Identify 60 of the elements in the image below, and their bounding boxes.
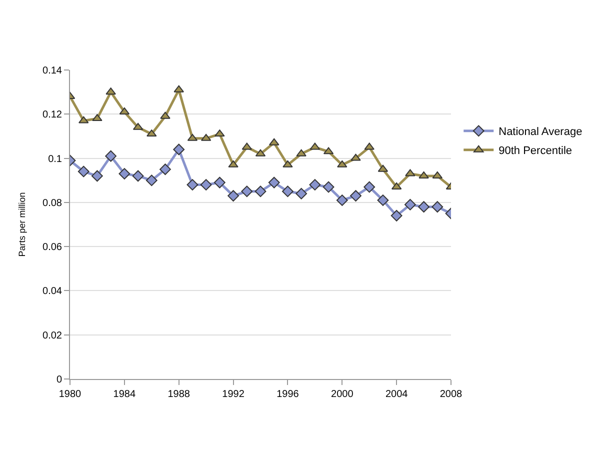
x-tick-label: 2000 xyxy=(331,389,354,400)
point xyxy=(268,176,280,188)
point xyxy=(228,160,238,168)
point xyxy=(160,112,170,119)
point xyxy=(337,160,348,168)
point xyxy=(241,186,253,198)
point xyxy=(364,142,374,150)
point xyxy=(390,210,402,222)
point xyxy=(364,181,376,193)
x-tick-label: 1984 xyxy=(113,389,136,400)
point xyxy=(118,168,130,180)
point xyxy=(105,150,117,162)
point xyxy=(350,154,361,161)
y-tick-label: 0.12 xyxy=(42,110,62,121)
y-tick-label: 0.02 xyxy=(42,330,62,342)
x-tick-label: 1992 xyxy=(222,389,245,400)
point xyxy=(322,181,334,193)
point xyxy=(432,201,444,213)
point xyxy=(78,166,90,178)
point xyxy=(418,171,429,178)
y-tick-label: 0.14 xyxy=(42,66,62,76)
x-tick-label: 1988 xyxy=(168,389,190,400)
point xyxy=(214,130,225,137)
point xyxy=(405,169,416,176)
point xyxy=(404,198,416,210)
point xyxy=(146,130,157,137)
point xyxy=(92,114,102,122)
y-axis-title: Parts per million xyxy=(16,192,27,257)
y-tick-label: 0.06 xyxy=(42,242,62,254)
x-tick-label: 1980 xyxy=(58,389,82,400)
y-tick-label: 0.08 xyxy=(42,198,62,209)
point xyxy=(309,179,321,190)
point xyxy=(254,186,266,198)
legend-label: 90th Percentile xyxy=(498,145,572,158)
point xyxy=(214,176,226,188)
point xyxy=(186,179,198,190)
point xyxy=(418,201,430,213)
point xyxy=(282,186,294,198)
point xyxy=(296,149,306,156)
point xyxy=(296,188,308,200)
point xyxy=(336,194,348,206)
legend-label: National Average xyxy=(498,126,582,138)
y-tick-label: 0 xyxy=(56,374,62,386)
point xyxy=(200,179,212,190)
point xyxy=(92,170,103,182)
point xyxy=(160,164,171,176)
y-tick-label: 0.1 xyxy=(48,154,62,165)
point xyxy=(377,194,389,206)
x-tick-label: 1996 xyxy=(276,389,300,400)
x-tick-label: 2008 xyxy=(440,389,463,400)
x-tick-label: 2004 xyxy=(385,389,408,400)
point xyxy=(146,174,158,186)
point xyxy=(282,160,293,168)
point xyxy=(174,85,184,92)
point xyxy=(350,190,362,202)
y-tick-label: 0.04 xyxy=(42,286,62,298)
point xyxy=(132,170,144,182)
point xyxy=(228,190,239,202)
point xyxy=(173,144,185,156)
point xyxy=(106,88,116,95)
